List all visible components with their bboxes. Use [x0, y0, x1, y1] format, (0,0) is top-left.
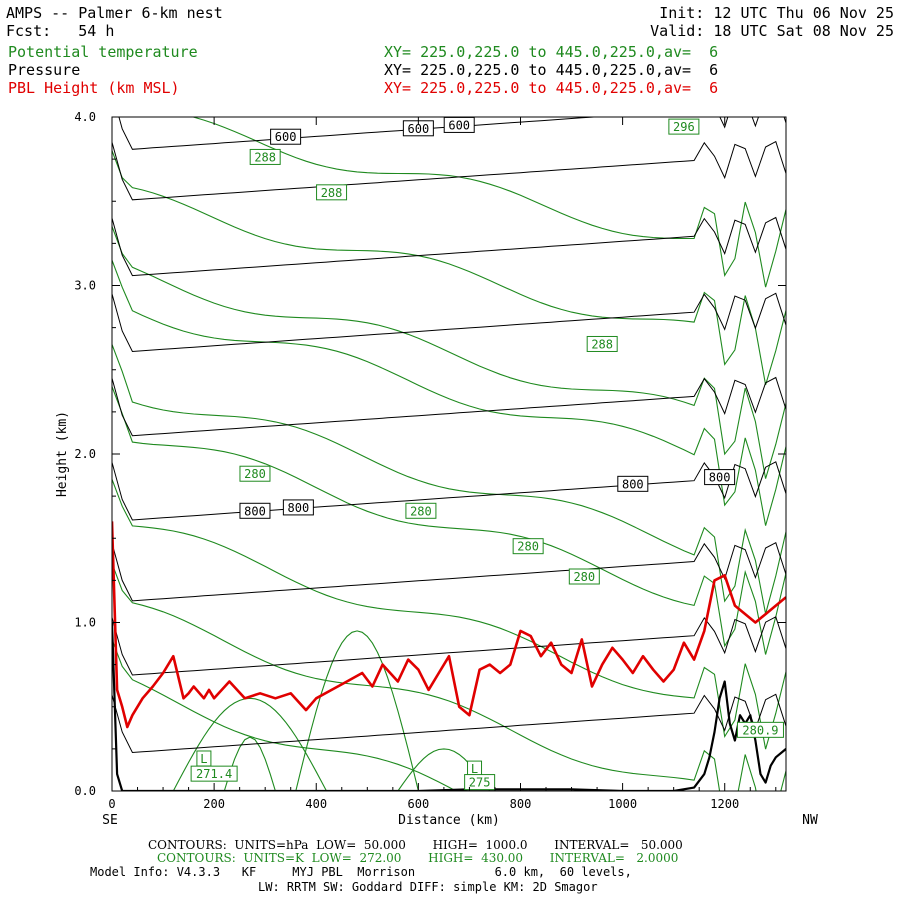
- fcst-label: Fcst:: [6, 22, 52, 40]
- pressure-contour-label-box: [270, 128, 302, 145]
- y-tick-label: 1.0: [74, 616, 96, 630]
- theta-contour-label-box: [736, 721, 784, 738]
- x-end-label-right: NW: [802, 813, 818, 828]
- theta-contour-label: 296: [673, 120, 695, 134]
- y-tick-label: 3.0: [74, 279, 96, 293]
- theta-contour-line: [112, 226, 786, 479]
- footer-theta-contours: CONTOURS: UNITS=K LOW= 272.00 HIGH= 430.…: [157, 851, 679, 865]
- pressure-contour-label: 600: [448, 118, 470, 132]
- pressure-contour-label-box: [617, 475, 649, 492]
- theta-contour-line: [112, 639, 458, 791]
- theta-contour-line: [112, 260, 786, 526]
- theta-contour-line: [112, 563, 786, 791]
- pressure-contour-label: 800: [622, 477, 644, 491]
- x-tick-label: 1000: [608, 797, 637, 811]
- theta-contour-label: 280: [517, 540, 539, 554]
- x-tick-label: 800: [510, 797, 532, 811]
- pressure-contour-label: 600: [408, 122, 430, 136]
- theta-contours: [112, 117, 786, 791]
- theta-contour-line: [190, 117, 786, 288]
- pressure-contour-label: 800: [288, 501, 310, 515]
- pressure-contour-label-box: [239, 502, 271, 519]
- y-tick-label: 4.0: [74, 110, 96, 124]
- contour-labels: 600 600 600 800 800 800 800 288 288 288 296 280 280 2…: [190, 116, 784, 791]
- pressure-contour-label: 800: [244, 504, 266, 518]
- theta-contour-label: L: [200, 752, 207, 766]
- pressure-contour-line: [112, 616, 786, 676]
- footer-pressure-contours: CONTOURS: UNITS=hPa LOW= 50.000 HIGH= 10…: [148, 838, 683, 852]
- plot-frame: [111, 116, 787, 792]
- pressure-contour-line: [112, 140, 786, 201]
- x-tick-label: 1200: [710, 797, 739, 811]
- fcst-value: 54 h: [78, 22, 115, 40]
- x-axis-label: Distance (km): [398, 813, 500, 828]
- field-theta-xy: XY= 225.0,225.0 to 445.0,225.0,av= 6: [384, 43, 719, 61]
- theta-contour-label: L: [471, 762, 478, 776]
- theta-contour-line: [112, 344, 786, 614]
- theta-contour-label: 271.4: [196, 767, 232, 781]
- field-pressure-name: Pressure: [8, 61, 81, 79]
- pbl-height-line: [112, 521, 786, 729]
- pressure-contour-line: [112, 292, 786, 353]
- pressure-contour-line: [112, 693, 786, 754]
- theta-contour-label-box: [568, 568, 600, 585]
- footer-model-info-2: LW: RRTM SW: Goddard DIFF: simple KM: 2D…: [258, 880, 598, 894]
- theta-contour-label-box: [464, 774, 496, 791]
- field-pbl-xy: XY= 225.0,225.0 to 445.0,225.0,av= 6: [384, 79, 719, 97]
- theta-contour-line: [112, 479, 786, 750]
- axes: 0 200 400 600 800 1000 1200 0.0 1.0 2.0 3.0 4.0 Dist…: [55, 110, 818, 828]
- theta-contour-line: [112, 386, 786, 655]
- theta-contour-label: 280: [410, 504, 432, 518]
- theta-contour-label-box: [249, 148, 281, 165]
- theta-contour-label-box: [190, 765, 238, 782]
- theta-contour-line: [112, 150, 786, 386]
- x-tick-label: 600: [408, 797, 430, 811]
- valid-time: Valid: 18 UTC Sat 08 Nov 25: [650, 22, 894, 40]
- y-axis-label: Height (km): [55, 411, 70, 497]
- theta-contour-line: [172, 697, 327, 791]
- x-tick-label: 0: [108, 797, 115, 811]
- footer-model-info-1: Model Info: V4.3.3 KF MYJ PBL Morrison 6…: [90, 865, 632, 879]
- y-tick-label: 0.0: [74, 784, 96, 798]
- theta-contour-label: 288: [321, 186, 343, 200]
- theta-contour-label-box: [316, 184, 348, 201]
- chart-title: AMPS -- Palmer 6-km nest: [6, 4, 223, 22]
- theta-contour-label: 288: [591, 337, 613, 351]
- pressure-contour-line: [112, 216, 786, 277]
- init-time: Init: 12 UTC Thu 06 Nov 25: [659, 4, 894, 22]
- x-tick-label: 200: [203, 797, 225, 811]
- theta-contour-label: 280: [244, 467, 266, 481]
- pressure-contour-label: 800: [709, 471, 731, 485]
- y-tick-label: 2.0: [74, 447, 96, 461]
- theta-contour-label: 280.9: [742, 723, 778, 737]
- theta-contour-label-box: [668, 118, 700, 135]
- pressure-contour-label: 600: [275, 130, 297, 144]
- theta-contour-label-box: [239, 465, 271, 482]
- pressure-contour-label-box: [704, 469, 736, 486]
- pressure-contours: [112, 117, 786, 754]
- theta-contour-label-box: [512, 538, 544, 555]
- x-end-label-left: SE: [102, 813, 118, 828]
- forecast-label: Fcst: 54 h: [6, 22, 114, 40]
- theta-contour-label: 280: [573, 570, 595, 584]
- theta-contour-label-box: [405, 502, 437, 519]
- pressure-contour-line: [112, 376, 786, 437]
- theta-contour-label: 288: [254, 150, 276, 164]
- field-theta-name: Potential temperature: [8, 43, 198, 61]
- pressure-contour-line: [112, 541, 786, 602]
- theta-contour-line: [223, 736, 276, 791]
- field-pressure-xy: XY= 225.0,225.0 to 445.0,225.0,av= 6: [384, 61, 719, 79]
- pressure-contour-line: [112, 461, 786, 521]
- theta-contour-label-box: [586, 335, 618, 352]
- theta-contour-label: 275: [469, 776, 491, 790]
- theta-contour-line: [295, 630, 419, 791]
- field-pbl-name: PBL Height (km MSL): [8, 79, 180, 97]
- x-tick-label: 400: [305, 797, 327, 811]
- pressure-contour-label-box: [282, 499, 314, 516]
